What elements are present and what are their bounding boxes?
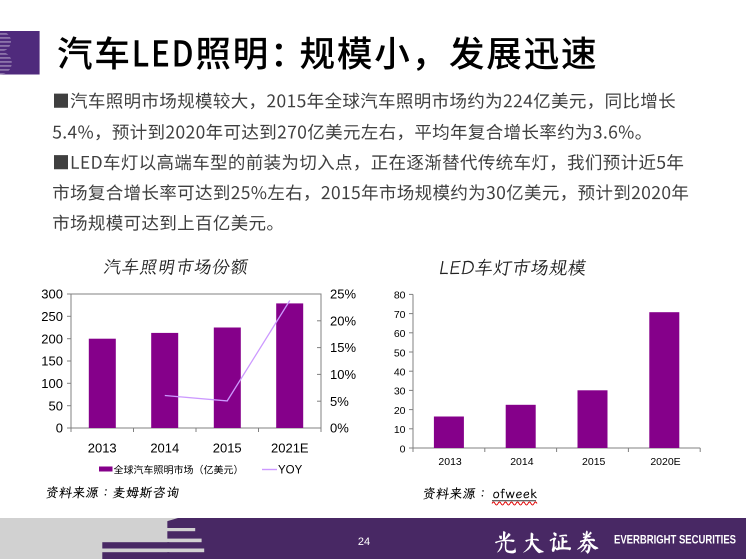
svg-text:2014: 2014: [150, 441, 179, 456]
svg-text:20: 20: [394, 405, 406, 417]
svg-text:24: 24: [358, 536, 370, 548]
svg-text:15%: 15%: [330, 340, 356, 355]
svg-text:5%: 5%: [330, 394, 349, 409]
svg-text:0%: 0%: [330, 421, 349, 436]
svg-text:25%: 25%: [330, 287, 356, 302]
svg-text:20%: 20%: [330, 313, 356, 328]
svg-text:2021E: 2021E: [271, 441, 309, 456]
svg-text:50: 50: [49, 398, 63, 413]
svg-text:70: 70: [394, 309, 406, 321]
svg-text:200: 200: [41, 331, 63, 346]
svg-text:100: 100: [41, 376, 63, 391]
svg-text:10%: 10%: [330, 367, 356, 382]
svg-text:60: 60: [394, 328, 406, 340]
svg-text:250: 250: [41, 309, 63, 324]
svg-text:EVERBRIGHT SECURITIES: EVERBRIGHT SECURITIES: [614, 535, 736, 547]
svg-text:50: 50: [394, 347, 406, 359]
svg-text:300: 300: [41, 287, 63, 302]
svg-text:40: 40: [394, 367, 406, 379]
svg-text:2020E: 2020E: [650, 456, 680, 468]
svg-text:150: 150: [41, 354, 63, 369]
svg-text:30: 30: [394, 386, 406, 398]
svg-text:0: 0: [56, 421, 63, 436]
svg-text:YOY: YOY: [278, 465, 303, 477]
svg-text:2015: 2015: [582, 456, 606, 468]
svg-text:2013: 2013: [88, 441, 117, 456]
svg-text:0: 0: [400, 443, 406, 455]
svg-text:2014: 2014: [510, 456, 534, 468]
svg-text:10: 10: [394, 424, 406, 436]
svg-text:80: 80: [394, 290, 406, 302]
svg-text:2015: 2015: [213, 441, 242, 456]
svg-text:2013: 2013: [438, 456, 462, 468]
